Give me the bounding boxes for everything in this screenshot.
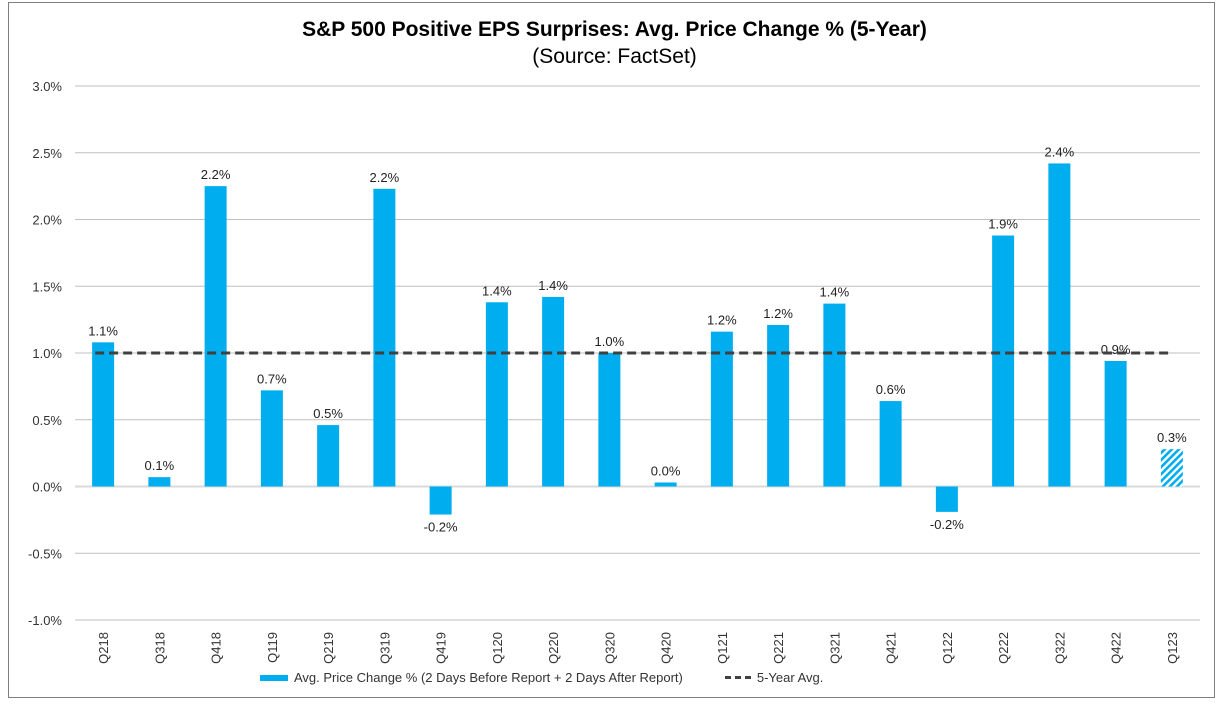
y-tick-label: 3.0% bbox=[32, 79, 62, 94]
data-label: 0.3% bbox=[1157, 430, 1187, 445]
data-label: 1.2% bbox=[707, 313, 737, 328]
x-tick-label: Q120 bbox=[490, 632, 505, 664]
bar bbox=[879, 401, 902, 487]
bar bbox=[935, 486, 958, 512]
x-tick-label: Q320 bbox=[602, 632, 617, 664]
data-label: 0.0% bbox=[651, 463, 681, 478]
y-tick-label: -1.0% bbox=[28, 613, 62, 628]
x-tick-label: Q122 bbox=[940, 632, 955, 664]
y-tick-label: 2.0% bbox=[32, 213, 62, 228]
data-label: 2.2% bbox=[201, 167, 231, 182]
legend-label-bars: Avg. Price Change % (2 Days Before Repor… bbox=[294, 670, 683, 685]
x-tick-label: Q219 bbox=[321, 632, 336, 664]
x-tick-label: Q422 bbox=[1109, 632, 1124, 664]
bar bbox=[767, 324, 790, 487]
data-label: 1.2% bbox=[763, 306, 793, 321]
data-label: 2.4% bbox=[1045, 144, 1075, 159]
bar bbox=[710, 331, 733, 487]
y-tick-label: 1.5% bbox=[32, 279, 62, 294]
x-tick-label: Q418 bbox=[209, 632, 224, 664]
data-label: 1.9% bbox=[988, 217, 1018, 232]
y-tick-label: 0.0% bbox=[32, 480, 62, 495]
data-label: 1.0% bbox=[595, 334, 625, 349]
chart-subtitle: (Source: FactSet) bbox=[532, 45, 697, 68]
x-tick-label: Q221 bbox=[771, 632, 786, 664]
data-label: 0.5% bbox=[313, 406, 343, 421]
x-tick-label: Q322 bbox=[1052, 632, 1067, 664]
x-tick-label: Q321 bbox=[827, 632, 842, 664]
x-tick-label: Q421 bbox=[884, 632, 899, 664]
legend-swatch-bars bbox=[260, 674, 288, 681]
data-label: 1.4% bbox=[538, 278, 568, 293]
x-tick-label: Q419 bbox=[434, 632, 449, 664]
x-tick-label: Q218 bbox=[96, 632, 111, 664]
bar bbox=[1104, 361, 1127, 487]
bar bbox=[260, 390, 283, 487]
y-tick-label: 1.0% bbox=[32, 346, 62, 361]
bar bbox=[823, 303, 846, 487]
bar bbox=[148, 477, 171, 487]
y-tick-label: 2.5% bbox=[32, 146, 62, 161]
data-label: -0.2% bbox=[424, 520, 458, 535]
x-tick-label: Q220 bbox=[546, 632, 561, 664]
bar bbox=[1048, 163, 1071, 487]
bar bbox=[429, 486, 452, 515]
x-tick-label: Q119 bbox=[265, 632, 280, 663]
chart-title: S&P 500 Positive EPS Surprises: Avg. Pri… bbox=[302, 18, 927, 41]
x-tick-label: Q123 bbox=[1165, 632, 1180, 664]
data-label: 0.1% bbox=[145, 458, 175, 473]
y-tick-label: -0.5% bbox=[28, 546, 62, 561]
bar bbox=[317, 425, 340, 487]
x-tick-label: Q222 bbox=[996, 632, 1011, 664]
bar bbox=[92, 342, 115, 487]
bar bbox=[1160, 449, 1183, 487]
bar bbox=[654, 482, 677, 487]
bar bbox=[598, 353, 621, 487]
x-tick-label: Q420 bbox=[659, 632, 674, 664]
bar bbox=[992, 235, 1015, 487]
data-label: 1.4% bbox=[820, 285, 850, 300]
data-label: 0.7% bbox=[257, 371, 287, 386]
bar bbox=[373, 188, 396, 487]
bar bbox=[485, 302, 508, 487]
data-label: -0.2% bbox=[930, 517, 964, 532]
x-tick-label: Q319 bbox=[377, 632, 392, 664]
legend-swatch-avg bbox=[724, 676, 751, 679]
chart-frame bbox=[8, 2, 1215, 698]
data-label: 2.2% bbox=[370, 170, 400, 185]
bar bbox=[204, 186, 227, 487]
data-label: 0.9% bbox=[1101, 342, 1131, 357]
y-tick-label: 0.5% bbox=[32, 413, 62, 428]
data-label: 1.1% bbox=[88, 323, 118, 338]
data-label: 1.4% bbox=[482, 283, 512, 298]
data-label: 0.6% bbox=[876, 382, 906, 397]
legend-label-avg: 5-Year Avg. bbox=[756, 670, 824, 685]
x-tick-label: Q318 bbox=[152, 632, 167, 664]
legend: Avg. Price Change % (2 Days Before Repor… bbox=[260, 670, 823, 685]
x-tick-label: Q121 bbox=[715, 632, 730, 664]
bar bbox=[542, 296, 565, 487]
